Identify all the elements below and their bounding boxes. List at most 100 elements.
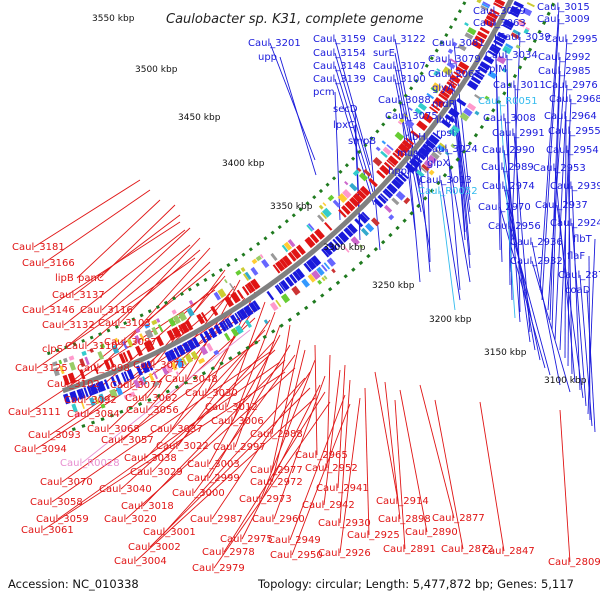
plus-gene-label[interactable]: Caul_2968 — [549, 94, 600, 105]
plus-gene-label[interactable]: secD — [333, 104, 358, 115]
minus-gene-label[interactable]: Caul_3037 — [150, 424, 203, 435]
plus-gene-label[interactable]: Caul_2990 — [482, 145, 535, 156]
plus-gene-label[interactable]: Caul_2955 — [548, 126, 600, 137]
minus-gene-label[interactable]: Caul_3006 — [211, 416, 264, 427]
minus-gene-label[interactable]: Caul_3004 — [114, 556, 167, 567]
plus-gene-label[interactable]: flaF — [567, 251, 585, 262]
plus-gene-label[interactable]: Caul_3039 — [498, 32, 551, 43]
minus-gene-label[interactable]: Caul_3012 — [205, 402, 258, 413]
plus-gene-label[interactable]: Caul_3009 — [537, 14, 590, 25]
minus-gene-label[interactable]: Caul_2872 — [441, 544, 494, 555]
minus-gene-label[interactable]: Caul_3059 — [36, 514, 89, 525]
plus-gene-label[interactable]: lpxC — [333, 120, 355, 131]
minus-gene-label[interactable]: Caul_3146 — [22, 305, 75, 316]
minus-gene-label[interactable]: Caul_2975 — [220, 534, 273, 545]
plus-gene-label[interactable]: coaD — [565, 285, 591, 296]
plus-gene-label[interactable]: Caul_2985 — [538, 66, 591, 77]
minus-gene-label[interactable]: Caul_3018 — [121, 501, 174, 512]
minus-gene-label[interactable]: Caul_2809 — [548, 557, 600, 568]
minus-gene-label[interactable]: Caul_3103 — [98, 318, 151, 329]
plus-gene-label[interactable]: Caul_3034 — [485, 50, 538, 61]
plus-gene-label[interactable]: Caul_2936 — [510, 237, 563, 248]
minus-gene-label[interactable]: Caul_2890 — [405, 527, 458, 538]
minus-gene-label[interactable]: Caul_3057 — [101, 435, 154, 446]
plus-gene-label[interactable]: flbT — [573, 234, 593, 245]
rna-minus-label[interactable]: Caul_R0028 — [60, 458, 120, 469]
minus-gene-label[interactable]: Caul_2988 — [250, 429, 303, 440]
minus-gene-label[interactable]: Caul_2999 — [187, 473, 240, 484]
plus-gene-label[interactable]: ihfA — [436, 115, 456, 126]
minus-gene-label[interactable]: Caul_3062 — [125, 393, 178, 404]
minus-gene-label[interactable]: Caul_3125 — [15, 363, 68, 374]
plus-gene-label[interactable]: Caul_3063 — [473, 18, 526, 29]
plus-gene-label[interactable]: Caul_2937 — [535, 200, 588, 211]
minus-gene-label[interactable]: Caul_2979 — [192, 563, 245, 574]
minus-gene-label[interactable]: Caul_2949 — [268, 535, 321, 546]
minus-gene-label[interactable]: Caul_2925 — [347, 530, 400, 541]
minus-gene-label[interactable]: Caul_3070 — [40, 477, 93, 488]
minus-gene-label[interactable]: Caul_3071 — [133, 360, 186, 371]
minus-gene-label[interactable]: Caul_2877 — [432, 513, 485, 524]
minus-gene-label[interactable]: Caul_3048 — [165, 374, 218, 385]
minus-gene-label[interactable]: Caul_3098 — [77, 363, 130, 374]
rna-plus-label[interactable]: Caul_R0052 — [418, 186, 478, 197]
plus-gene-label[interactable]: surE — [373, 48, 395, 59]
minus-gene-label[interactable]: Caul_3000 — [172, 488, 225, 499]
plus-gene-label[interactable]: Caul_2939 — [550, 181, 600, 192]
minus-gene-label[interactable]: Caul_2973 — [239, 494, 292, 505]
minus-gene-label[interactable]: lipB — [55, 273, 74, 284]
plus-gene-label[interactable]: hppA — [388, 166, 414, 177]
plus-gene-label[interactable]: Caul_2970 — [478, 202, 531, 213]
plus-gene-label[interactable]: Caul_3015 — [537, 2, 590, 13]
plus-gene-label[interactable]: glpX — [427, 158, 449, 169]
minus-gene-label[interactable]: clpS — [42, 344, 63, 355]
plus-gene-label[interactable]: Caul_2991 — [492, 128, 545, 139]
plus-gene-label[interactable]: Caul_3079 — [428, 54, 481, 65]
minus-gene-label[interactable]: Caul_3093 — [28, 430, 81, 441]
minus-gene-label[interactable]: Caul_3137 — [52, 290, 105, 301]
minus-gene-label[interactable]: Caul_2942 — [302, 500, 355, 511]
minus-gene-label[interactable]: Caul_3111 — [8, 407, 61, 418]
minus-gene-label[interactable]: Caul_3132 — [42, 320, 95, 331]
plus-gene-label[interactable]: Caul_3159 — [313, 34, 366, 45]
plus-gene-label[interactable]: Caul_2932 — [510, 256, 563, 267]
plus-gene-label[interactable]: rpsI — [436, 128, 455, 139]
minus-gene-label[interactable]: Caul_2891 — [383, 544, 436, 555]
minus-gene-label[interactable]: Caul_2997 — [213, 442, 266, 453]
minus-gene-label[interactable]: Caul_2960 — [252, 514, 305, 525]
plus-gene-label[interactable]: Caul_3201 — [248, 38, 301, 49]
plus-gene-label[interactable]: Caul_3107 — [373, 61, 426, 72]
minus-gene-label[interactable]: Caul_3056 — [126, 405, 179, 416]
rna-plus-label[interactable]: Caul_R0051 — [478, 96, 538, 107]
plus-gene-label[interactable]: Caul_2954 — [546, 145, 599, 156]
plus-gene-label[interactable]: upp — [258, 52, 277, 63]
plus-gene-label[interactable]: Caul_3011 — [493, 80, 546, 91]
plus-gene-label[interactable]: Caul_3067 — [428, 69, 481, 80]
plus-gene-label[interactable]: Caul_2976 — [545, 80, 598, 91]
plus-gene-label[interactable]: Caul_2995 — [545, 34, 598, 45]
minus-gene-label[interactable]: Caul_3040 — [99, 484, 152, 495]
minus-gene-label[interactable]: Caul_2978 — [202, 547, 255, 558]
minus-gene-label[interactable]: Caul_3166 — [22, 258, 75, 269]
plus-gene-label[interactable]: Caul_3122 — [373, 34, 426, 45]
plus-gene-label[interactable]: Caul_2964 — [544, 111, 597, 122]
plus-gene-label[interactable]: ribH — [405, 132, 426, 143]
plus-gene-label[interactable]: Caul_3148 — [313, 61, 366, 72]
minus-gene-label[interactable]: Caul_3029 — [130, 467, 183, 478]
minus-gene-label[interactable]: Caul_3038 — [124, 453, 177, 464]
minus-gene-label[interactable]: Caul_2952 — [305, 463, 358, 474]
plus-gene-label[interactable]: Caul_3069 — [473, 6, 526, 17]
plus-gene-label[interactable]: Caul_3081 — [432, 38, 485, 49]
minus-gene-label[interactable]: Caul_3181 — [12, 242, 65, 253]
minus-gene-label[interactable]: Caul_3001 — [143, 527, 196, 538]
plus-gene-label[interactable]: nrdR — [432, 99, 456, 110]
minus-gene-label[interactable]: Caul_3087 — [104, 337, 157, 348]
minus-gene-label[interactable]: Caul_2987 — [190, 514, 243, 525]
plus-gene-label[interactable]: Caul_2974 — [482, 181, 535, 192]
minus-gene-label[interactable]: Caul_3058 — [30, 497, 83, 508]
plus-gene-label[interactable]: Caul_2953 — [533, 163, 586, 174]
plus-gene-label[interactable]: Caul_2878 — [558, 270, 600, 281]
plus-gene-label[interactable]: Caul_2989 — [481, 162, 534, 173]
minus-gene-label[interactable]: Caul_2926 — [318, 548, 371, 559]
minus-gene-label[interactable]: Caul_3061 — [21, 525, 74, 536]
